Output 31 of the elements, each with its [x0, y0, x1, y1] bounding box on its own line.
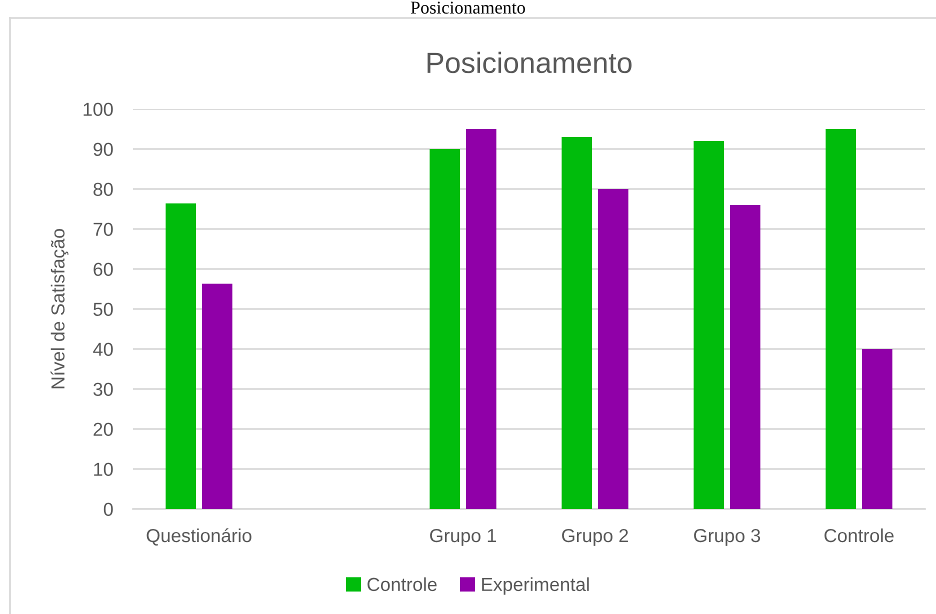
legend-label: Experimental [482, 577, 589, 595]
y-tick-label: 80 [94, 182, 113, 196]
x-tick-label: Grupo 2 [562, 528, 628, 546]
x-tick-label: Questionário [146, 528, 252, 546]
bar [694, 141, 724, 509]
bar [862, 349, 892, 509]
y-tick-label: 30 [93, 382, 113, 396]
y-tick-label: 70 [94, 222, 113, 236]
x-tick-label: Controle [824, 528, 894, 542]
bar [826, 129, 856, 509]
y-tick-label: 60 [94, 262, 113, 276]
y-tick-label: 0 [104, 502, 113, 516]
y-tick-label: 100 [84, 102, 113, 116]
y-tick-label: 50 [93, 302, 113, 316]
y-tick-label: 40 [93, 342, 113, 356]
y-axis-title: Nível de Satisfação [50, 229, 68, 388]
x-tick-label: Grupo 3 [694, 528, 760, 546]
text: Posicionamento [410, 2, 525, 14]
y-tick-label: 10 [94, 462, 113, 476]
x-tick-label: Grupo 1 [430, 528, 496, 546]
y-tick-label: 20 [94, 422, 113, 436]
legend-label: Controle [368, 577, 437, 592]
bar [598, 189, 628, 509]
bar [202, 284, 232, 509]
bar [430, 149, 460, 509]
y-tick-label: 90 [94, 142, 113, 156]
bar [562, 137, 592, 509]
bar [166, 203, 196, 509]
chart-title: Posicionamento [428, 52, 632, 74]
bar [730, 205, 760, 509]
bar [466, 129, 496, 509]
